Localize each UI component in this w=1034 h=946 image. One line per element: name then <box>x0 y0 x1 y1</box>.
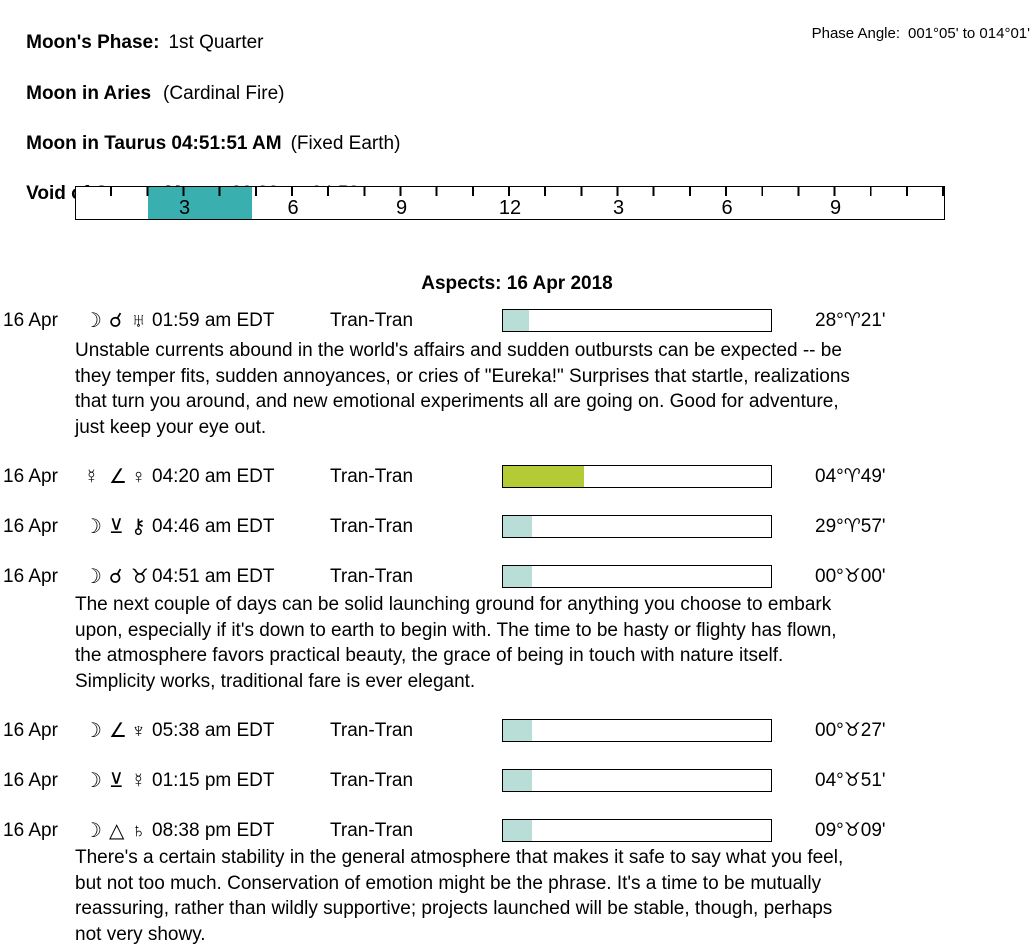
aspect-degree: 09°♉09' <box>815 820 886 841</box>
aspect-date: 16 Apr <box>3 720 58 741</box>
aspect-type: Tran-Tran <box>330 820 414 841</box>
aspect-type: Tran-Tran <box>330 566 414 587</box>
ruler-hour-ticks <box>76 187 944 196</box>
aspect-type: Tran-Tran <box>330 720 414 741</box>
conjunction-icon: ☌ <box>109 566 123 588</box>
moon-icon: ☽ <box>84 516 102 538</box>
aspect-orb-bar <box>502 465 772 488</box>
aspect-orb-fill <box>503 566 532 587</box>
moon-icon: ☽ <box>84 310 102 332</box>
aspect-time: 08:38 pm EDT <box>152 820 275 841</box>
aspect-orb-fill <box>503 310 529 331</box>
semisquare-icon: ∠ <box>109 720 127 742</box>
ruler-label-3am: 3 <box>178 197 191 219</box>
aspect-time: 04:46 am EDT <box>152 516 275 537</box>
taurus-icon: ♉ <box>131 566 149 588</box>
aspect-row: 16 Apr ☿ ∠ ♀ 04:20 am EDT Tran-Tran 04°♈… <box>0 465 1034 489</box>
aspect-row: 16 Apr ☽ ∠ ♆ 05:38 am EDT Tran-Tran 00°♉… <box>0 719 1034 743</box>
aspect-row: 16 Apr ☽ ⊻ ⚷ 04:46 am EDT Tran-Tran 29°♈… <box>0 515 1034 539</box>
chiron-icon: ⚷ <box>131 516 146 538</box>
neptune-icon: ♆ <box>131 720 146 742</box>
saturn-icon: ♄ <box>131 820 146 842</box>
semisquare-icon: ∠ <box>109 466 127 488</box>
ruler-label-9am: 9 <box>395 197 408 219</box>
aspect-row: 16 Apr ☽ ☌ ♉ 04:51 am EDT Tran-Tran 00°♉… <box>0 565 1034 589</box>
aspect-row: 16 Apr ☽ ☌ ♅ 01:59 am EDT Tran-Tran 28°♈… <box>0 309 1034 333</box>
aspect-time: 04:51 am EDT <box>152 566 275 587</box>
moon-icon: ☽ <box>84 820 102 842</box>
aspect-date: 16 Apr <box>3 820 58 841</box>
aspect-orb-bar <box>502 309 772 332</box>
aspect-type: Tran-Tran <box>330 770 414 791</box>
aspect-description: There's a certain stability in the gener… <box>75 847 844 945</box>
aspect-time: 01:59 am EDT <box>152 310 275 331</box>
moon-in-taurus-detail: (Fixed Earth) <box>290 133 401 154</box>
aspect-type: Tran-Tran <box>330 516 414 537</box>
aspect-degree: 04°♉51' <box>815 770 886 791</box>
aspect-degree: 00°♉27' <box>815 720 886 741</box>
aspect-row: 16 Apr ☽ △ ♄ 08:38 pm EDT Tran-Tran 09°♉… <box>0 819 1034 843</box>
moon-icon: ☽ <box>84 770 102 792</box>
aspect-description: Unstable currents abound in the world's … <box>75 340 850 438</box>
semisextile-icon: ⊻ <box>109 516 124 538</box>
phase-angle-value: 001°05' to 014°01' <box>908 25 1030 42</box>
aspect-date: 16 Apr <box>3 770 58 791</box>
aspect-description: The next couple of days can be solid lau… <box>75 594 837 692</box>
aspect-time: 05:38 am EDT <box>152 720 275 741</box>
uranus-icon: ♅ <box>131 310 146 332</box>
aspect-orb-fill <box>503 466 585 487</box>
aspects-title: Aspects: 16 Apr 2018 <box>421 273 613 294</box>
ruler-label-3pm: 3 <box>612 197 625 219</box>
aspect-degree: 00°♉00' <box>815 566 886 587</box>
aspect-degree: 04°♈49' <box>815 466 886 487</box>
ruler-label-6pm: 6 <box>721 197 733 219</box>
aspect-row: 16 Apr ☽ ⊻ ☿ 01:15 pm EDT Tran-Tran 04°♉… <box>0 769 1034 793</box>
ruler-label-9pm: 9 <box>829 197 842 219</box>
trine-icon: △ <box>109 820 125 842</box>
aspect-orb-fill <box>503 770 532 791</box>
aspect-type: Tran-Tran <box>330 466 414 487</box>
moon-sign-line: Moon in Aries (Cardinal Fire) <box>5 59 284 128</box>
voc-timeline-ruler: 3 6 9 12 3 6 9 <box>75 186 945 220</box>
moon-icon: ☽ <box>84 566 102 588</box>
aspect-orb-fill <box>503 820 532 841</box>
aspect-date: 16 Apr <box>3 566 58 587</box>
moons-phase-label: Moon's Phase: <box>26 32 160 53</box>
aspect-orb-bar <box>502 769 772 792</box>
aspect-degree: 28°♈21' <box>815 310 886 331</box>
mercury-icon: ☿ <box>131 770 146 792</box>
aspect-degree: 29°♈57' <box>815 516 886 537</box>
moon-icon: ☽ <box>84 720 102 742</box>
semisextile-icon: ⊻ <box>109 770 124 792</box>
moons-phase-line: Moon's Phase: 1st Quarter <box>5 8 264 77</box>
moons-phase-value: 1st Quarter <box>168 32 264 53</box>
aspect-orb-fill <box>503 720 532 741</box>
aspect-time: 01:15 pm EDT <box>152 770 275 791</box>
aspect-orb-bar <box>502 565 772 588</box>
conjunction-icon: ☌ <box>109 310 123 332</box>
aspect-date: 16 Apr <box>3 310 58 331</box>
phase-angle: Phase Angle: 001°05' to 014°01' <box>795 8 1030 59</box>
moon-in-aries-label: Moon in Aries <box>26 83 152 104</box>
aspect-orb-bar <box>502 515 772 538</box>
aspect-time: 04:20 am EDT <box>152 466 275 487</box>
aspect-orb-bar <box>502 719 772 742</box>
aspect-date: 16 Apr <box>3 516 58 537</box>
ruler-label-12pm: 12 <box>498 197 522 219</box>
venus-icon: ♀ <box>131 466 146 488</box>
mercury-icon: ☿ <box>84 466 99 488</box>
ruler-label-6am: 6 <box>287 197 299 219</box>
aspect-date: 16 Apr <box>3 466 58 487</box>
aspect-orb-bar <box>502 819 772 842</box>
moon-in-aries-detail: (Cardinal Fire) <box>163 83 285 104</box>
aspect-type: Tran-Tran <box>330 310 414 331</box>
aspect-orb-fill <box>503 516 532 537</box>
phase-angle-label: Phase Angle: <box>811 25 900 42</box>
moon-ingress-line: Moon in Taurus 04:51:51 AM (Fixed Earth) <box>5 109 400 178</box>
moon-in-taurus-label: Moon in Taurus 04:51:51 AM <box>26 133 282 154</box>
